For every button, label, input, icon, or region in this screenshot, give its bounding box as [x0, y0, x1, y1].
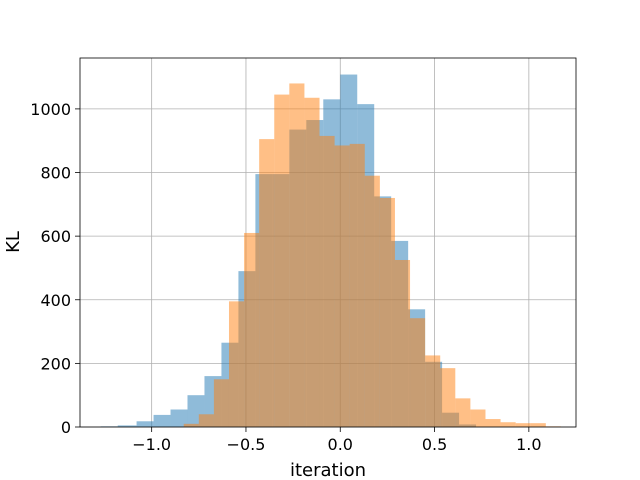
y-axis-label: KL	[3, 231, 24, 253]
histogram-bar-series-2	[228, 301, 245, 427]
histogram-bar-series-2	[425, 355, 441, 427]
histogram-bar-series-1	[170, 409, 188, 427]
y-tick-label: 600	[40, 227, 71, 246]
histogram-bar-series-2	[485, 419, 501, 427]
histogram-bar-series-2	[364, 175, 380, 427]
histogram-bar-series-1	[117, 425, 137, 427]
axis-ticks: −1.0 −0.5 0.0 0.5 1.0 0 200 400 600 800 1000	[30, 100, 541, 454]
histogram-bar-series-2	[334, 145, 350, 427]
histogram-bar-series-2	[259, 139, 275, 427]
histogram-bar-series-2	[500, 422, 516, 427]
histogram-bar-series-2	[274, 94, 290, 427]
histogram-bar-series-2	[530, 423, 546, 427]
histogram-bar-series-2	[394, 259, 411, 427]
histogram-bar-series-2	[515, 423, 531, 427]
histogram-bar-series-2	[213, 379, 229, 427]
histogram-bar-series-2	[455, 398, 471, 427]
histogram-bar-series-2	[410, 318, 426, 427]
histogram-bar-series-2	[470, 409, 486, 427]
x-tick-label: 0.5	[422, 435, 447, 454]
x-tick-label: −1.0	[132, 435, 171, 454]
histogram-bar-series-2	[440, 368, 456, 427]
y-tick-label: 800	[40, 164, 71, 183]
x-tick-label: 1.0	[516, 435, 541, 454]
plot-frame	[79, 57, 577, 428]
histogram-bar-series-1	[153, 414, 171, 427]
histogram-bar-series-2	[379, 197, 395, 427]
x-tick-label: −0.5	[227, 435, 266, 454]
histogram-bar-series-2	[304, 97, 320, 427]
y-tick-label: 0	[61, 418, 71, 437]
histogram-bar-series-2	[198, 414, 214, 427]
y-tick-label: 1000	[30, 100, 71, 119]
histogram-bar-series-2	[183, 423, 199, 427]
y-tick-label: 400	[40, 291, 71, 310]
histogram-bar-series-2	[244, 232, 260, 427]
histogram-bar-series-1	[136, 421, 154, 427]
y-tick-label: 200	[40, 354, 71, 373]
histogram-bar-series-2	[319, 135, 335, 427]
histogram-bars	[100, 74, 561, 427]
histogram-bar-series-2	[289, 83, 305, 427]
histogram-bar-series-2	[349, 143, 365, 427]
x-axis-label: iteration	[290, 460, 366, 480]
x-tick-label: 0.0	[328, 435, 353, 454]
